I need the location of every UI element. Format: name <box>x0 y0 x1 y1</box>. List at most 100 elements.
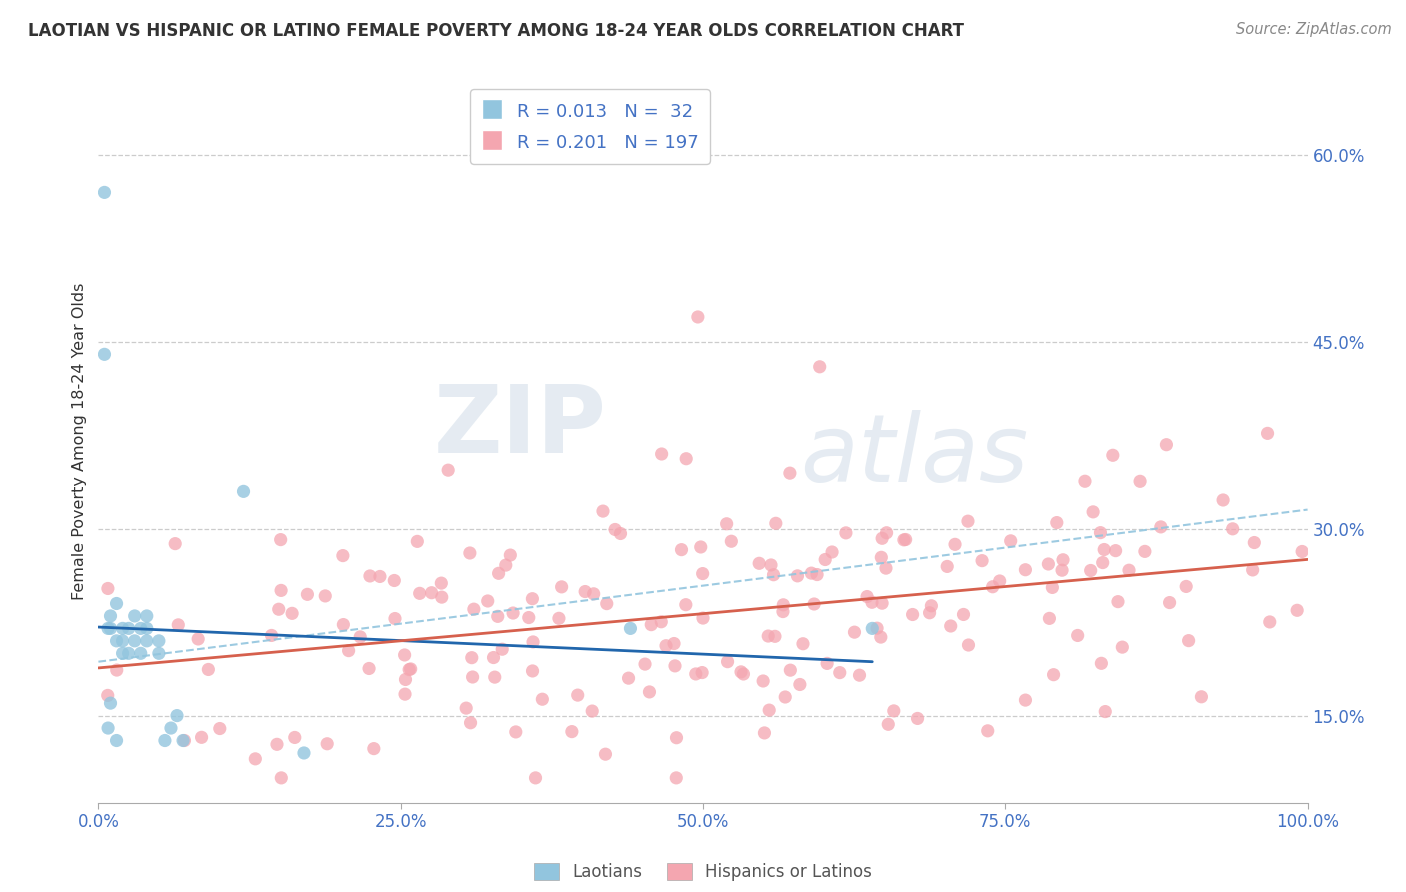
Point <box>153 733 176 747</box>
Point <box>1175 579 1198 593</box>
Point <box>1222 522 1244 536</box>
Point <box>970 554 993 568</box>
Point <box>665 771 688 785</box>
Point <box>786 569 808 583</box>
Point <box>596 597 619 611</box>
Point <box>550 580 572 594</box>
Point <box>124 609 146 624</box>
Point <box>394 673 416 687</box>
Point <box>135 609 157 624</box>
Text: Source: ZipAtlas.com: Source: ZipAtlas.com <box>1236 22 1392 37</box>
Point <box>430 590 453 604</box>
Point <box>482 650 505 665</box>
Point <box>640 617 662 632</box>
Point <box>860 595 883 609</box>
Point <box>894 533 917 547</box>
Point <box>420 585 443 599</box>
Point <box>349 630 371 644</box>
Point <box>638 685 661 699</box>
Point <box>105 633 128 648</box>
Point <box>502 606 524 620</box>
Point <box>981 580 1004 594</box>
Point <box>270 771 292 785</box>
Point <box>1286 603 1309 617</box>
Point <box>124 633 146 648</box>
Point <box>690 665 713 680</box>
Point <box>800 566 823 581</box>
Point <box>988 574 1011 588</box>
Point <box>716 655 738 669</box>
Text: ZIP: ZIP <box>433 381 606 473</box>
Point <box>870 550 893 565</box>
Point <box>314 589 336 603</box>
Point <box>167 618 190 632</box>
Point <box>495 558 517 573</box>
Point <box>939 619 962 633</box>
Point <box>789 677 811 691</box>
Point <box>363 741 385 756</box>
Point <box>197 663 219 677</box>
Point <box>883 704 905 718</box>
Point <box>97 689 120 703</box>
Point <box>1042 667 1064 681</box>
Point <box>808 359 831 374</box>
Point <box>337 643 360 657</box>
Point <box>460 715 482 730</box>
Point <box>118 646 141 660</box>
Point <box>1156 438 1178 452</box>
Point <box>129 621 152 635</box>
Point <box>1257 426 1279 441</box>
Point <box>772 605 794 619</box>
Point <box>893 533 915 547</box>
Point <box>1074 475 1097 489</box>
Point <box>111 621 134 635</box>
Point <box>1046 516 1069 530</box>
Point <box>477 594 499 608</box>
Point <box>232 484 254 499</box>
Point <box>655 639 678 653</box>
Point <box>1090 657 1112 671</box>
Point <box>408 586 430 600</box>
Point <box>208 722 231 736</box>
Point <box>100 621 122 635</box>
Point <box>592 504 614 518</box>
Point <box>97 721 120 735</box>
Point <box>1081 505 1104 519</box>
Point <box>266 737 288 751</box>
Point <box>486 609 509 624</box>
Text: LAOTIAN VS HISPANIC OR LATINO FEMALE POVERTY AMONG 18-24 YEAR OLDS CORRELATION C: LAOTIAN VS HISPANIC OR LATINO FEMALE POV… <box>28 22 965 40</box>
Point <box>844 625 866 640</box>
Point <box>297 587 319 601</box>
Point <box>463 602 485 616</box>
Point <box>835 525 858 540</box>
Point <box>522 635 544 649</box>
Point <box>828 665 851 680</box>
Point <box>1241 563 1264 577</box>
Point <box>907 711 929 725</box>
Point <box>815 657 838 671</box>
Point <box>875 561 897 575</box>
Point <box>491 642 513 657</box>
Point <box>675 451 697 466</box>
Point <box>332 617 354 632</box>
Point <box>1066 628 1088 642</box>
Point <box>792 637 814 651</box>
Point <box>821 545 844 559</box>
Point <box>499 548 522 562</box>
Point <box>394 687 416 701</box>
Point <box>814 552 837 566</box>
Point <box>664 659 686 673</box>
Point <box>148 633 170 648</box>
Point <box>105 663 128 677</box>
Point <box>270 583 292 598</box>
Point <box>1014 693 1036 707</box>
Point <box>952 607 974 622</box>
Point <box>720 534 742 549</box>
Point <box>1038 557 1060 571</box>
Point <box>803 597 825 611</box>
Point <box>1090 525 1112 540</box>
Point <box>1243 535 1265 549</box>
Point <box>595 747 617 761</box>
Point <box>870 596 893 610</box>
Point <box>166 708 188 723</box>
